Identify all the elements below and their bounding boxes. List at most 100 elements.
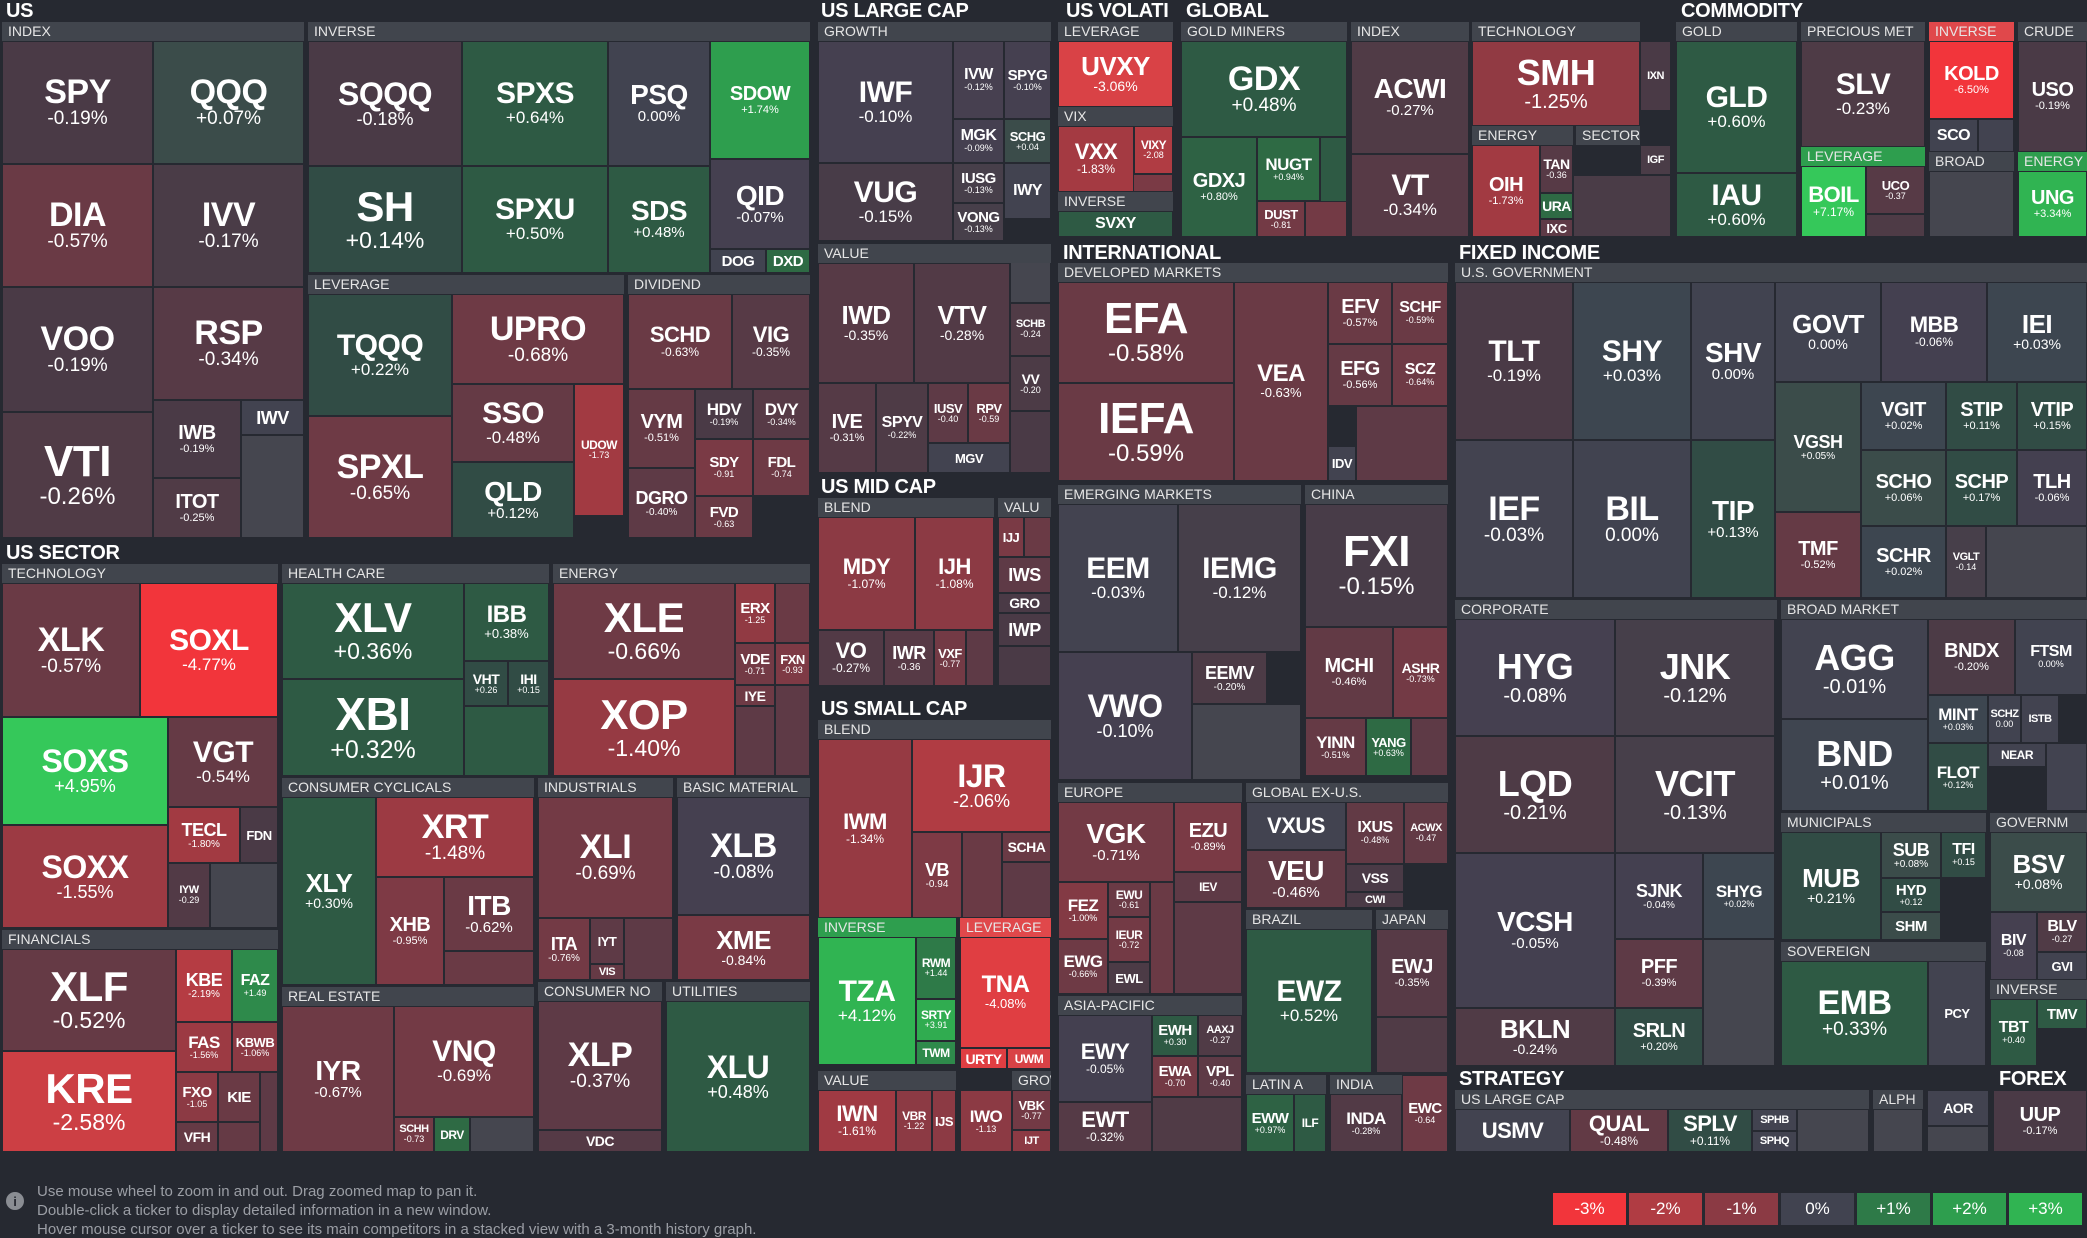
- ticker-tile-yinn[interactable]: YINN -0.51%: [1305, 718, 1366, 776]
- group-header[interactable]: INVERSE: [308, 22, 810, 41]
- ticker-tile-gdx[interactable]: GDX +0.48%: [1181, 41, 1347, 137]
- ticker-tile-lqd[interactable]: LQD -0.21%: [1455, 736, 1615, 853]
- ticker-tile-slv[interactable]: SLV -0.23%: [1801, 41, 1925, 147]
- ticker-tile-ilf[interactable]: ILF: [1294, 1094, 1326, 1152]
- ticker-tile-iwm[interactable]: IWM -1.34%: [818, 739, 912, 918]
- ticker-tile-ijh[interactable]: IJH -1.08%: [915, 517, 994, 630]
- ticker-tile-flot[interactable]: FLOT +0.12%: [1928, 743, 1988, 811]
- ticker-tile-sphb[interactable]: SPHB: [1752, 1109, 1797, 1131]
- ticker-tile-ieur[interactable]: IEUR -0.72: [1108, 917, 1150, 962]
- ticker-tile-gro[interactable]: GRO: [998, 593, 1051, 613]
- ticker-tile-tip[interactable]: TIP +0.13%: [1691, 440, 1775, 598]
- ticker-tile-ixc[interactable]: IXC: [1540, 219, 1573, 237]
- small-ticker-tile[interactable]: [241, 435, 304, 538]
- ticker-tile-vo[interactable]: VO -0.27%: [818, 630, 884, 686]
- ticker-tile-iei[interactable]: IEI +0.03%: [1987, 282, 2087, 382]
- ticker-tile-ewh[interactable]: EWH +0.30: [1152, 1015, 1198, 1056]
- ticker-tile-fdn[interactable]: FDN: [240, 807, 278, 863]
- group-header[interactable]: ENERGY: [553, 564, 810, 583]
- ticker-tile-xle[interactable]: XLE -0.66%: [553, 583, 735, 679]
- small-ticker-tile[interactable]: [1356, 406, 1448, 481]
- ticker-tile-bsv[interactable]: BSV +0.08%: [1990, 832, 2087, 912]
- ticker-tile-iemg[interactable]: IEMG -0.12%: [1178, 504, 1301, 652]
- ticker-tile-xlk[interactable]: XLK -0.57%: [2, 583, 140, 717]
- ticker-tile-iev[interactable]: IEV: [1174, 872, 1242, 902]
- treemap[interactable]: SPY -0.19% QQQ +0.07% DIA -0.57% IVV -0.17% VOO -…: [0, 0, 2087, 1160]
- ticker-tile-mchi[interactable]: MCHI -0.46%: [1305, 627, 1393, 718]
- ticker-tile-twm[interactable]: TWM: [916, 1041, 956, 1065]
- ticker-tile-dvy[interactable]: DVY -0.34%: [753, 389, 810, 439]
- ticker-tile-ivv[interactable]: IVV -0.17%: [153, 164, 304, 287]
- ticker-tile-aaxj[interactable]: AAXJ -0.27: [1198, 1015, 1242, 1056]
- section-title[interactable]: GLOBAL: [1186, 0, 1269, 22]
- ticker-tile-sdy[interactable]: SDY -0.91: [695, 439, 753, 496]
- ticker-tile-ita[interactable]: ITA -0.76%: [538, 918, 590, 980]
- ticker-tile-ewl[interactable]: EWL: [1108, 962, 1150, 994]
- ticker-tile-iws[interactable]: IWS: [998, 557, 1051, 593]
- small-ticker-tile[interactable]: [1192, 704, 1301, 780]
- group-header[interactable]: GROWTH: [1012, 1071, 1051, 1090]
- ticker-tile-iau[interactable]: IAU +0.60%: [1676, 173, 1797, 237]
- ticker-tile-ive[interactable]: IVE -0.31%: [818, 383, 876, 473]
- small-ticker-tile[interactable]: [775, 685, 810, 776]
- ticker-tile-nugt[interactable]: NUGT +0.94%: [1257, 137, 1320, 201]
- small-ticker-tile[interactable]: [775, 583, 810, 643]
- ticker-tile-vti[interactable]: VTI -0.26%: [2, 412, 153, 538]
- group-header[interactable]: TECHNOLOGY: [2, 564, 278, 583]
- ticker-tile-tna[interactable]: TNA -4.08%: [960, 937, 1051, 1048]
- ticker-tile-ihi[interactable]: IHI +0.15: [508, 661, 549, 706]
- small-ticker-tile[interactable]: [1873, 1109, 1923, 1152]
- ticker-tile-tqqq[interactable]: TQQQ +0.22%: [308, 294, 452, 416]
- section-title[interactable]: COMMODITY: [1681, 0, 1803, 22]
- section-title[interactable]: US SMALL CAP: [821, 698, 968, 720]
- ticker-tile-psq[interactable]: PSQ 0.00%: [608, 41, 710, 166]
- group-header[interactable]: CONSUMER CYCLICALS: [282, 778, 534, 797]
- ticker-tile-srty[interactable]: SRTY +3.91: [916, 999, 956, 1041]
- small-ticker-tile[interactable]: [624, 918, 673, 980]
- ticker-tile-vt[interactable]: VT -0.34%: [1351, 154, 1469, 237]
- ticker-tile-bnd[interactable]: BND +0.01%: [1781, 719, 1928, 811]
- ticker-tile-efg[interactable]: EFG -0.56%: [1328, 344, 1392, 406]
- ticker-tile-xlb[interactable]: XLB -0.08%: [677, 797, 810, 915]
- ticker-tile-tfi[interactable]: TFI +0.15: [1941, 832, 1986, 878]
- ticker-tile-uvxy[interactable]: UVXY -3.06%: [1058, 41, 1173, 107]
- ticker-tile-blv[interactable]: BLV -0.27: [2037, 912, 2087, 952]
- ticker-tile-vgt[interactable]: VGT -0.54%: [168, 717, 278, 807]
- section-title[interactable]: INTERNATIONAL: [1063, 242, 1221, 264]
- ticker-tile-sco[interactable]: SCO: [1929, 119, 1978, 152]
- ticker-tile-xop[interactable]: XOP -1.40%: [553, 679, 735, 776]
- ticker-tile-vxus[interactable]: VXUS: [1246, 802, 1346, 850]
- section-title[interactable]: FOREX: [1999, 1068, 2067, 1090]
- small-ticker-tile[interactable]: [1573, 175, 1671, 237]
- ticker-tile-spxu[interactable]: SPXU +0.50%: [462, 166, 608, 273]
- group-header[interactable]: CORPORATE: [1455, 600, 1777, 619]
- ticker-tile-spyg[interactable]: SPYG -0.10%: [1004, 41, 1051, 119]
- group-header[interactable]: VALU: [998, 498, 1051, 517]
- ticker-tile-efa[interactable]: EFA -0.58%: [1058, 282, 1234, 383]
- ticker-tile-soxs[interactable]: SOXS +4.95%: [2, 717, 168, 825]
- ticker-tile-vcsh[interactable]: VCSH -0.05%: [1455, 853, 1615, 1008]
- ticker-tile-iusv[interactable]: IUSV -0.40: [928, 383, 968, 443]
- ticker-tile-dxd[interactable]: DXD: [766, 249, 810, 273]
- ticker-tile-ixus[interactable]: IXUS -0.48%: [1346, 802, 1404, 864]
- ticker-tile-mgk[interactable]: MGK -0.09%: [953, 119, 1004, 163]
- ticker-tile-sphq[interactable]: SPHQ: [1752, 1131, 1797, 1152]
- group-header[interactable]: GOLD MINERS: [1181, 22, 1347, 41]
- ticker-tile-vdc[interactable]: VDC: [538, 1130, 662, 1152]
- ticker-tile-ewy[interactable]: EWY -0.05%: [1058, 1015, 1152, 1102]
- ticker-tile-eemv[interactable]: EEMV -0.20%: [1192, 652, 1267, 704]
- ticker-tile-iyw[interactable]: IYW -0.29: [168, 863, 210, 928]
- ticker-tile-xlp[interactable]: XLP -0.37%: [538, 1001, 662, 1130]
- small-ticker-tile[interactable]: [470, 1117, 534, 1152]
- ticker-tile-istb[interactable]: ISTB: [2021, 695, 2059, 743]
- ticker-tile-iwo[interactable]: IWO -1.13: [960, 1090, 1012, 1152]
- ticker-tile-gdxj[interactable]: GDXJ +0.80%: [1181, 137, 1257, 237]
- group-header[interactable]: HEALTH CARE: [282, 564, 549, 583]
- group-header[interactable]: ALPH: [1873, 1090, 1923, 1109]
- ticker-tile-vb[interactable]: VB -0.94: [912, 832, 962, 918]
- small-ticker-tile[interactable]: [1775, 853, 1777, 855]
- section-title[interactable]: US MID CAP: [821, 476, 936, 498]
- ticker-tile-xli[interactable]: XLI -0.69%: [538, 797, 673, 918]
- ticker-tile-schp[interactable]: SCHP +0.17%: [1946, 450, 2017, 526]
- small-ticker-tile[interactable]: [1927, 1126, 1989, 1152]
